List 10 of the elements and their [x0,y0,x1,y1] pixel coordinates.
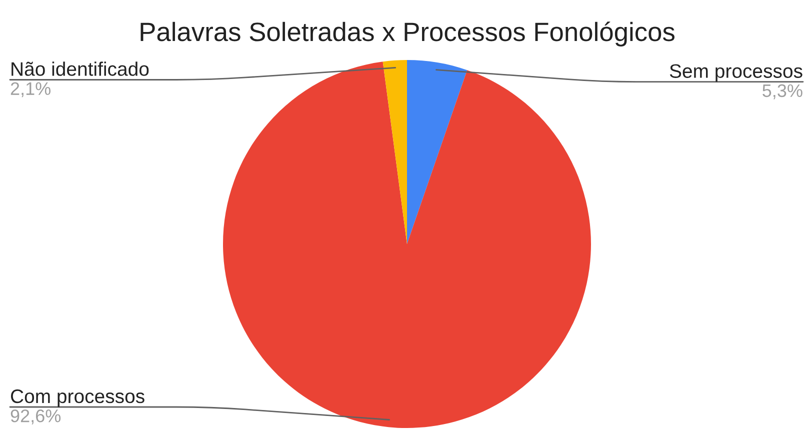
slice-label: Sem processos [670,64,802,82]
data-label: 5,3% [762,84,802,100]
pie-slice [382,60,407,244]
data-label: 92,6% [10,409,61,424]
slice-label: Com processos [10,389,144,407]
data-label: 2,1% [10,82,51,98]
chart-title: Palavras Soletradas x Processos Fonológicos [140,22,674,46]
slice-label: Não identificado [12,62,149,76]
pie-slice [223,62,591,428]
pie-slice [407,60,468,244]
